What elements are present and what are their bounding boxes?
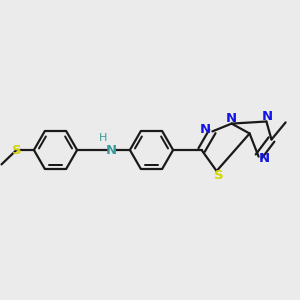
Text: S: S bbox=[12, 143, 21, 157]
Text: N: N bbox=[259, 152, 270, 165]
Text: N: N bbox=[106, 143, 117, 157]
Text: N: N bbox=[261, 110, 273, 123]
Text: N: N bbox=[225, 112, 237, 125]
Text: H: H bbox=[99, 133, 107, 143]
Text: S: S bbox=[214, 169, 224, 182]
Text: N: N bbox=[200, 123, 212, 136]
